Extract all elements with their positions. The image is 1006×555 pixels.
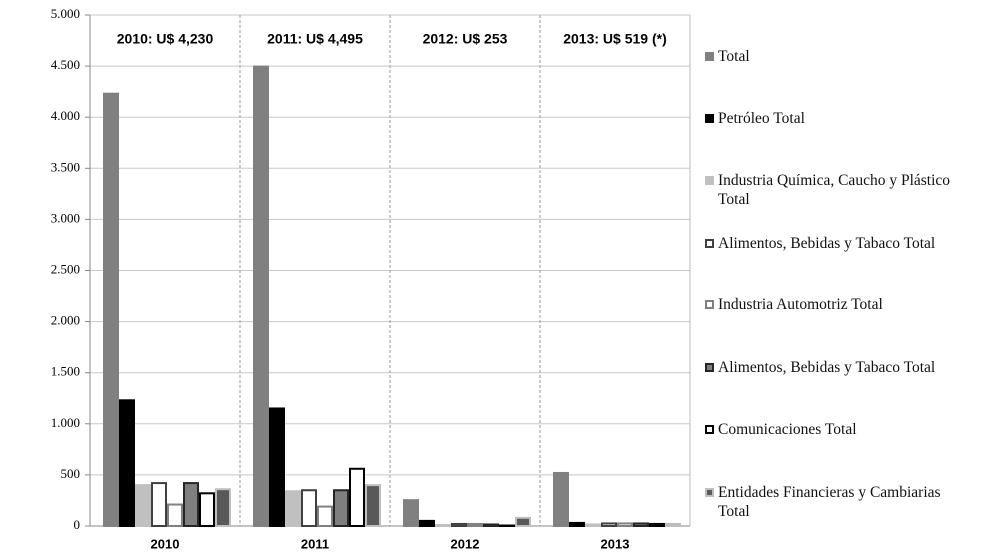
annotation: 2011: U$ 4,495 <box>267 31 363 47</box>
y-tick-label: 3.500 <box>51 159 80 174</box>
bar <box>601 522 617 528</box>
bar <box>665 522 681 527</box>
bar <box>349 467 365 528</box>
bar <box>103 92 119 527</box>
bar <box>419 519 435 528</box>
legend-item: Alimentos, Bebidas y Tabaco Total <box>705 234 935 253</box>
legend-swatch <box>705 488 714 497</box>
legend-swatch <box>705 300 714 309</box>
x-tick-label: 2013 <box>601 536 630 551</box>
y-tick-label: 1.000 <box>51 415 80 430</box>
legend-item: Alimentos, Bebidas y Tabaco Total <box>705 358 935 377</box>
legend-item: Petróleo Total <box>705 109 805 128</box>
legend-label: Total <box>718 48 750 65</box>
y-tick-label: 500 <box>61 466 81 481</box>
legend-label: Entidades Financieras y Cambiarias Total <box>718 484 941 520</box>
bar <box>515 516 531 527</box>
legend-swatch <box>705 363 714 372</box>
bar <box>167 503 183 527</box>
legend-item: Entidades Financieras y Cambiarias Total <box>705 483 967 521</box>
legend-label: Alimentos, Bebidas y Tabaco Total <box>718 235 936 252</box>
x-tick-label: 2010 <box>151 536 180 551</box>
bar <box>253 65 269 528</box>
bar <box>119 399 135 528</box>
bar <box>199 492 215 527</box>
annotation: 2013: U$ 519 (*) <box>563 31 667 47</box>
bar <box>269 407 285 527</box>
bar <box>285 490 301 528</box>
bar <box>649 522 665 527</box>
bar <box>183 482 199 527</box>
bar <box>467 522 483 527</box>
y-tick-label: 2.500 <box>51 261 80 276</box>
legend-label: Petróleo Total <box>718 110 805 127</box>
legend-swatch <box>705 114 714 123</box>
bar <box>435 523 451 528</box>
legend-label: Alimentos, Bebidas y Tabaco Total <box>718 359 936 376</box>
legend-item: Comunicaciones Total <box>705 420 857 439</box>
y-tick-label: 5.000 <box>51 6 80 21</box>
bar <box>151 482 167 527</box>
y-tick-label: 2.000 <box>51 313 80 328</box>
legend-label: Industria Automotriz Total <box>718 296 883 313</box>
legend-label: Comunicaciones Total <box>718 421 857 438</box>
bar <box>333 489 349 528</box>
legend-label: Industria Química, Caucho y Plástico Tot… <box>718 172 951 208</box>
x-tick-label: 2012 <box>451 536 480 551</box>
bar <box>569 521 585 528</box>
legend-item: Industria Química, Caucho y Plástico Tot… <box>705 171 967 209</box>
legend-item: Industria Automotriz Total <box>705 295 883 314</box>
bar <box>451 522 467 527</box>
bar <box>215 488 231 528</box>
x-tick-label: 2011 <box>301 536 329 551</box>
bar <box>135 484 151 527</box>
bar <box>317 505 333 527</box>
y-tick-label: 3.000 <box>51 210 80 225</box>
legend-swatch <box>705 52 714 61</box>
bar <box>499 524 515 528</box>
bar <box>365 484 381 527</box>
y-tick-label: 4.500 <box>51 57 80 72</box>
y-tick-label: 4.000 <box>51 108 80 123</box>
bar <box>633 522 649 528</box>
bar <box>553 471 569 527</box>
bar <box>617 522 633 528</box>
y-tick-label: 0 <box>74 517 81 532</box>
y-tick-label: 1.500 <box>51 364 80 379</box>
legend-swatch <box>705 239 714 248</box>
legend-swatch <box>705 425 714 434</box>
annotation: 2010: U$ 4,230 <box>117 31 214 47</box>
annotation: 2012: U$ 253 <box>423 31 508 47</box>
legend-item: Total <box>705 47 750 66</box>
legend-swatch <box>705 176 714 185</box>
bar <box>403 499 419 528</box>
bar <box>483 523 499 527</box>
bar <box>585 523 601 527</box>
bar <box>301 489 317 528</box>
